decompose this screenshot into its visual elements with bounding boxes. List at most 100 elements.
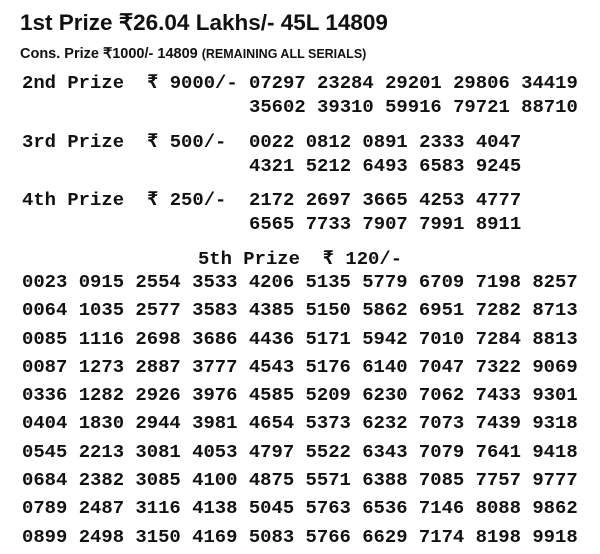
winning-number: 5212 bbox=[305, 155, 352, 177]
winning-number: 9245 bbox=[475, 155, 522, 177]
winning-number: 7047 bbox=[418, 355, 465, 378]
winning-number: 5135 bbox=[305, 271, 351, 293]
prize-numbers-row: 6565 7733 7907 7991 8911 bbox=[249, 213, 521, 235]
winning-number: 9862 bbox=[532, 497, 578, 520]
winning-number: 1282 bbox=[78, 384, 125, 407]
winning-number: 0336 bbox=[22, 384, 68, 407]
winning-number: 3583 bbox=[192, 299, 238, 322]
winning-number: 0064 bbox=[22, 299, 68, 322]
winning-number: 5571 bbox=[305, 469, 351, 492]
winning-number: 6140 bbox=[362, 355, 408, 378]
winning-number: 7198 bbox=[475, 271, 521, 293]
winning-number: 4100 bbox=[192, 469, 238, 492]
winning-number: 88710 bbox=[521, 96, 578, 118]
fifth-prize-numbers: 0023 0915 2554 3533 4206 5135 5779 6709 … bbox=[22, 271, 578, 554]
winning-number: 3777 bbox=[192, 355, 238, 378]
winning-number: 7757 bbox=[475, 469, 521, 492]
winning-number: 2926 bbox=[135, 384, 181, 407]
winning-number: 9069 bbox=[532, 355, 578, 378]
first-prize-amount: ₹26.04 Lakhs/- bbox=[118, 10, 275, 35]
fifth-prize-row: 0789 2487 3116 4138 5045 5763 6536 7146 … bbox=[22, 497, 578, 525]
winning-number: 7085 bbox=[418, 469, 465, 492]
winning-number: 7146 bbox=[418, 497, 465, 520]
prize-amount: ₹ 9000/- bbox=[147, 72, 238, 94]
winning-number: 4543 bbox=[248, 355, 295, 378]
winning-number: 0812 bbox=[305, 131, 352, 153]
prize-label: 2nd Prize bbox=[22, 72, 125, 94]
winning-number: 5209 bbox=[305, 384, 351, 407]
winning-number: 2333 bbox=[419, 131, 465, 153]
prize-amount: ₹ 500/- bbox=[147, 131, 227, 153]
winning-number: 6493 bbox=[362, 155, 408, 177]
winning-number: 6388 bbox=[362, 469, 408, 492]
cons-prize-label: Cons. Prize bbox=[20, 46, 99, 62]
winning-number: 4206 bbox=[248, 271, 295, 293]
winning-number: 0023 bbox=[22, 271, 68, 293]
winning-number: 6230 bbox=[362, 384, 408, 407]
fifth-prize-label: 5th Prize bbox=[197, 248, 300, 270]
winning-number: 2697 bbox=[305, 189, 352, 211]
fifth-prize-row: 0064 1035 2577 3583 4385 5150 5862 6951 … bbox=[22, 299, 578, 327]
winning-number: 5862 bbox=[362, 299, 408, 322]
prize-numbers-row: 2172 2697 3665 4253 4777 bbox=[249, 189, 521, 211]
winning-number: 4585 bbox=[248, 384, 295, 407]
winning-number: 2213 bbox=[78, 440, 125, 463]
winning-number: 3116 bbox=[135, 497, 181, 520]
winning-number: 2577 bbox=[135, 299, 181, 322]
winning-number: 3533 bbox=[192, 271, 238, 293]
winning-number: 0022 bbox=[249, 131, 295, 153]
winning-number: 9318 bbox=[532, 412, 578, 435]
winning-number: 7907 bbox=[362, 213, 408, 235]
winning-number: 2172 bbox=[249, 189, 295, 211]
winning-number: 3081 bbox=[135, 440, 181, 463]
winning-number: 3085 bbox=[135, 469, 181, 492]
winning-number: 39310 bbox=[317, 96, 374, 118]
winning-number: 2382 bbox=[78, 469, 125, 492]
winning-number: 7433 bbox=[475, 384, 521, 407]
winning-number: 79721 bbox=[453, 96, 510, 118]
winning-number: 5373 bbox=[305, 412, 351, 435]
fifth-prize-row: 0545 2213 3081 4053 4797 5522 6343 7079 … bbox=[22, 441, 578, 469]
cons-prize-number: 14809 bbox=[157, 46, 198, 62]
winning-number: 7010 bbox=[418, 327, 465, 350]
winning-number: 8813 bbox=[532, 327, 578, 350]
winning-number: 7282 bbox=[475, 299, 521, 322]
winning-number: 0891 bbox=[362, 131, 408, 153]
winning-number: 0545 bbox=[22, 440, 68, 463]
first-prize-heading: 1st Prize ₹26.04 Lakhs/- 45L 14809 bbox=[20, 10, 388, 36]
winning-number: 4385 bbox=[248, 299, 295, 322]
winning-number: 7073 bbox=[418, 412, 465, 435]
winning-number: 4047 bbox=[475, 131, 522, 153]
winning-number: 4875 bbox=[248, 469, 295, 492]
prize-label: 3rd Prize bbox=[22, 131, 125, 153]
cons-prize-amount: ₹1000/- bbox=[103, 46, 154, 62]
winning-number: 2887 bbox=[135, 355, 181, 378]
winning-number: 2944 bbox=[135, 412, 181, 435]
winning-number: 5150 bbox=[305, 299, 351, 322]
winning-number: 5763 bbox=[305, 497, 351, 520]
fifth-prize-row: 0684 2382 3085 4100 4875 5571 6388 7085 … bbox=[22, 469, 578, 497]
winning-number: 6951 bbox=[418, 299, 465, 322]
winning-number: 3981 bbox=[192, 412, 238, 435]
consolation-prize-line: Cons. Prize ₹1000/- 14809 (REMAINING ALL… bbox=[20, 46, 366, 62]
winning-number: 5522 bbox=[305, 440, 351, 463]
winning-number: 5942 bbox=[362, 327, 408, 350]
winning-number: 35602 bbox=[249, 96, 306, 118]
winning-number: 4654 bbox=[248, 412, 295, 435]
first-prize-ticket: 45L 14809 bbox=[280, 10, 388, 35]
winning-number: 29806 bbox=[453, 72, 510, 94]
fifth-prize-row: 0087 1273 2887 3777 4543 5176 6140 7047 … bbox=[22, 356, 578, 384]
winning-number: 1273 bbox=[78, 355, 125, 378]
winning-number: 9418 bbox=[532, 440, 578, 463]
winning-number: 0404 bbox=[22, 412, 68, 435]
winning-number: 9777 bbox=[532, 469, 578, 492]
winning-number: 7079 bbox=[418, 440, 465, 463]
fifth-prize-row: 0899 2498 3150 4169 5083 5766 6629 7174 … bbox=[22, 526, 578, 554]
winning-number: 6232 bbox=[362, 412, 408, 435]
winning-number: 8257 bbox=[532, 271, 578, 293]
winning-number: 6583 bbox=[419, 155, 465, 177]
winning-number: 9301 bbox=[532, 384, 578, 407]
winning-number: 5779 bbox=[362, 271, 408, 293]
first-prize-label: 1st Prize bbox=[20, 10, 113, 35]
winning-number: 0684 bbox=[22, 469, 68, 492]
